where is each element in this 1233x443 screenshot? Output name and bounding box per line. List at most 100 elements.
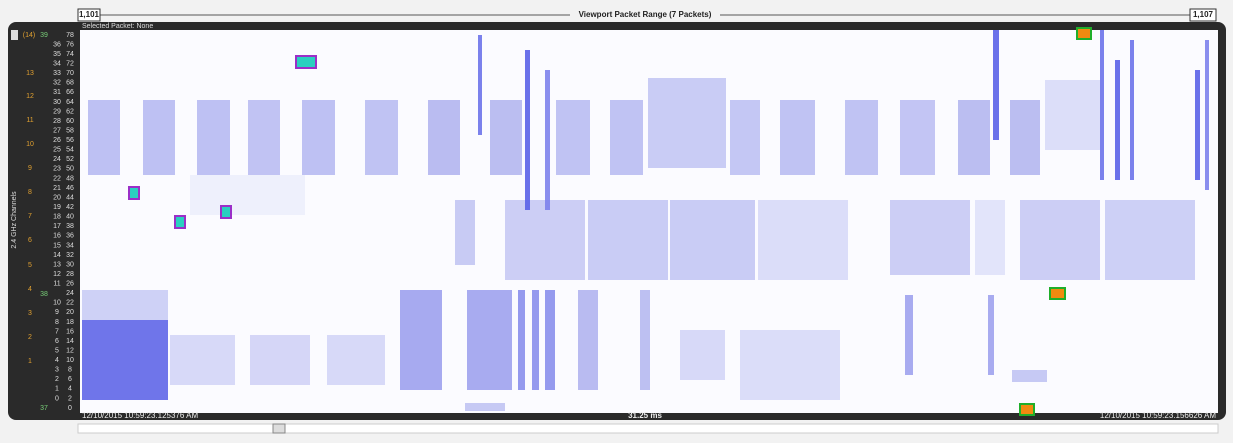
channel-label: 7	[28, 213, 32, 220]
marker-label: 37	[40, 405, 48, 412]
channel-label: 3	[28, 310, 32, 317]
axis-icon[interactable]	[11, 30, 18, 40]
packet-marker[interactable]	[128, 186, 140, 200]
signal-block	[648, 78, 726, 168]
bin-label: 6	[68, 376, 72, 383]
signal-block	[525, 50, 530, 210]
signal-block	[1010, 100, 1040, 175]
bin-label: 76	[66, 41, 74, 48]
sub-channel-label: 33	[53, 70, 61, 77]
sub-channel-label: 36	[53, 41, 61, 48]
channel-label: 9	[28, 165, 32, 172]
sub-channel-label: 2	[55, 376, 59, 383]
sub-channel-label: 16	[53, 233, 61, 240]
sub-channel-label: 26	[53, 137, 61, 144]
packet-marker[interactable]	[1049, 287, 1066, 300]
range-start: 1,101	[79, 10, 100, 19]
signal-block	[400, 290, 442, 390]
packet-marker[interactable]	[295, 55, 317, 69]
bin-label: 46	[66, 185, 74, 192]
bin-label: 62	[66, 108, 74, 115]
selected-packet: Selected Packet: None	[82, 23, 153, 30]
bin-label: 48	[66, 175, 74, 182]
bin-label: 60	[66, 118, 74, 125]
bin-label: 16	[66, 328, 74, 335]
scroll-thumb[interactable]	[272, 423, 286, 434]
axis-title: 2.4 GHz Channels	[11, 191, 18, 249]
signal-block	[88, 100, 120, 175]
signal-block	[588, 200, 668, 280]
bin-label: 64	[66, 99, 74, 106]
bin-label: 36	[66, 233, 74, 240]
signal-block	[1195, 70, 1200, 180]
range-end: 1,107	[1193, 10, 1214, 19]
sub-channel-label: 34	[53, 61, 61, 68]
end-time: 12/10/2015 10:59:23.156626 AM	[1100, 411, 1216, 420]
signal-block	[670, 200, 755, 280]
channel-label: 8	[28, 189, 32, 196]
channel-label: (14)	[23, 32, 35, 39]
bin-label: 14	[66, 338, 74, 345]
spectrogram	[82, 30, 1209, 411]
signal-block	[505, 200, 585, 280]
signal-block	[680, 330, 725, 380]
channel-label: 1	[28, 358, 32, 365]
sub-channel-label: 29	[53, 108, 61, 115]
bin-label: 2	[68, 395, 72, 402]
signal-block	[1105, 200, 1195, 280]
signal-block	[465, 403, 505, 411]
signal-block	[455, 200, 475, 265]
sub-channel-label: 7	[55, 328, 59, 335]
range-start-box[interactable]	[77, 8, 101, 22]
bin-label: 34	[66, 242, 74, 249]
sub-channel-label: 23	[53, 166, 61, 173]
signal-block	[1100, 30, 1104, 180]
sub-channel-label: 17	[53, 223, 61, 230]
sub-channel-label: 27	[53, 127, 61, 134]
signal-block	[518, 290, 525, 390]
signal-block	[556, 100, 590, 175]
bin-label: 74	[66, 51, 74, 58]
sub-channel-label: 24	[53, 156, 61, 163]
packet-marker[interactable]	[220, 205, 232, 219]
scrollbar[interactable]	[77, 423, 1219, 434]
channel-label: 13	[26, 70, 34, 77]
sub-channel-label: 5	[55, 347, 59, 354]
channel-label: 5	[28, 262, 32, 269]
signal-block	[82, 290, 168, 320]
sub-channel-label: 32	[53, 80, 61, 87]
start-time: 12/10/2015 10:59:23.125376 AM	[82, 411, 198, 420]
sub-channel-label: 19	[53, 204, 61, 211]
bin-label: 40	[66, 214, 74, 221]
channel-label: 10	[26, 141, 34, 148]
signal-block	[143, 100, 175, 175]
bin-label: 70	[66, 70, 74, 77]
channel-label: 12	[26, 93, 34, 100]
bin-label: 66	[66, 89, 74, 96]
bin-label: 54	[66, 147, 74, 154]
signal-block	[845, 100, 878, 175]
channel-label: 4	[28, 286, 32, 293]
packet-marker[interactable]	[174, 215, 186, 229]
sub-channel-label: 20	[53, 194, 61, 201]
signal-block	[82, 320, 168, 400]
bin-label: 78	[66, 32, 74, 39]
sub-channel-label: 8	[55, 319, 59, 326]
range-end-box[interactable]	[1189, 8, 1217, 22]
sub-channel-label: 21	[53, 185, 61, 192]
signal-block	[640, 290, 650, 390]
signal-block	[250, 335, 310, 385]
bin-label: 4	[68, 386, 72, 393]
signal-block	[467, 290, 512, 390]
packet-marker[interactable]	[1076, 27, 1092, 40]
bin-label: 10	[66, 357, 74, 364]
signal-block	[170, 335, 235, 385]
packet-marker[interactable]	[1019, 403, 1035, 416]
bin-label: 12	[66, 347, 74, 354]
signal-block	[578, 290, 598, 390]
bin-label: 26	[66, 281, 74, 288]
signal-block	[988, 295, 994, 375]
signal-block	[975, 200, 1005, 275]
signal-block	[993, 30, 999, 140]
